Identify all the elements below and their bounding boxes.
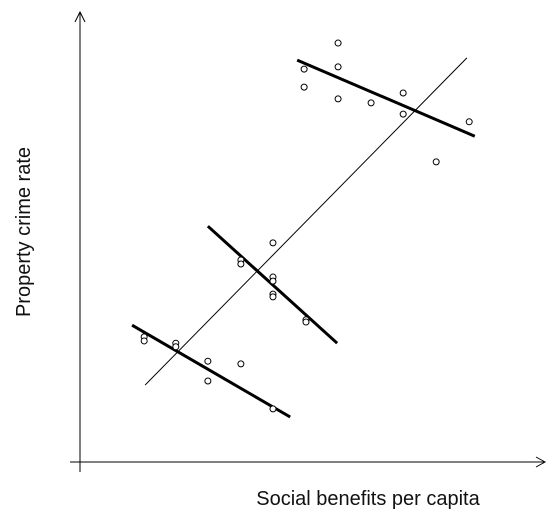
data-point — [237, 260, 245, 268]
data-point — [432, 158, 440, 166]
fit-line — [144, 57, 468, 386]
data-point — [237, 360, 245, 368]
data-point — [367, 99, 375, 107]
data-point — [204, 357, 212, 365]
fit-line — [296, 58, 476, 138]
data-point — [399, 110, 407, 118]
fit-line — [206, 225, 339, 345]
fit-line — [131, 323, 291, 419]
data-point — [140, 337, 148, 345]
data-point — [302, 318, 310, 326]
x-axis-label: Social benefits per capita — [256, 488, 480, 510]
data-point — [300, 65, 308, 73]
data-point — [204, 377, 212, 385]
y-axis-label: Property crime rate — [13, 147, 35, 317]
y-axis-arrow — [74, 10, 86, 23]
data-point — [334, 63, 342, 71]
data-point — [465, 118, 473, 126]
data-point — [334, 95, 342, 103]
data-point — [269, 293, 277, 301]
data-point — [300, 83, 308, 91]
data-point — [269, 405, 277, 413]
data-point — [334, 39, 342, 47]
data-point — [399, 89, 407, 97]
data-point — [269, 277, 277, 285]
data-point — [172, 343, 180, 351]
x-axis-arrow — [535, 456, 547, 468]
data-point — [269, 239, 277, 247]
